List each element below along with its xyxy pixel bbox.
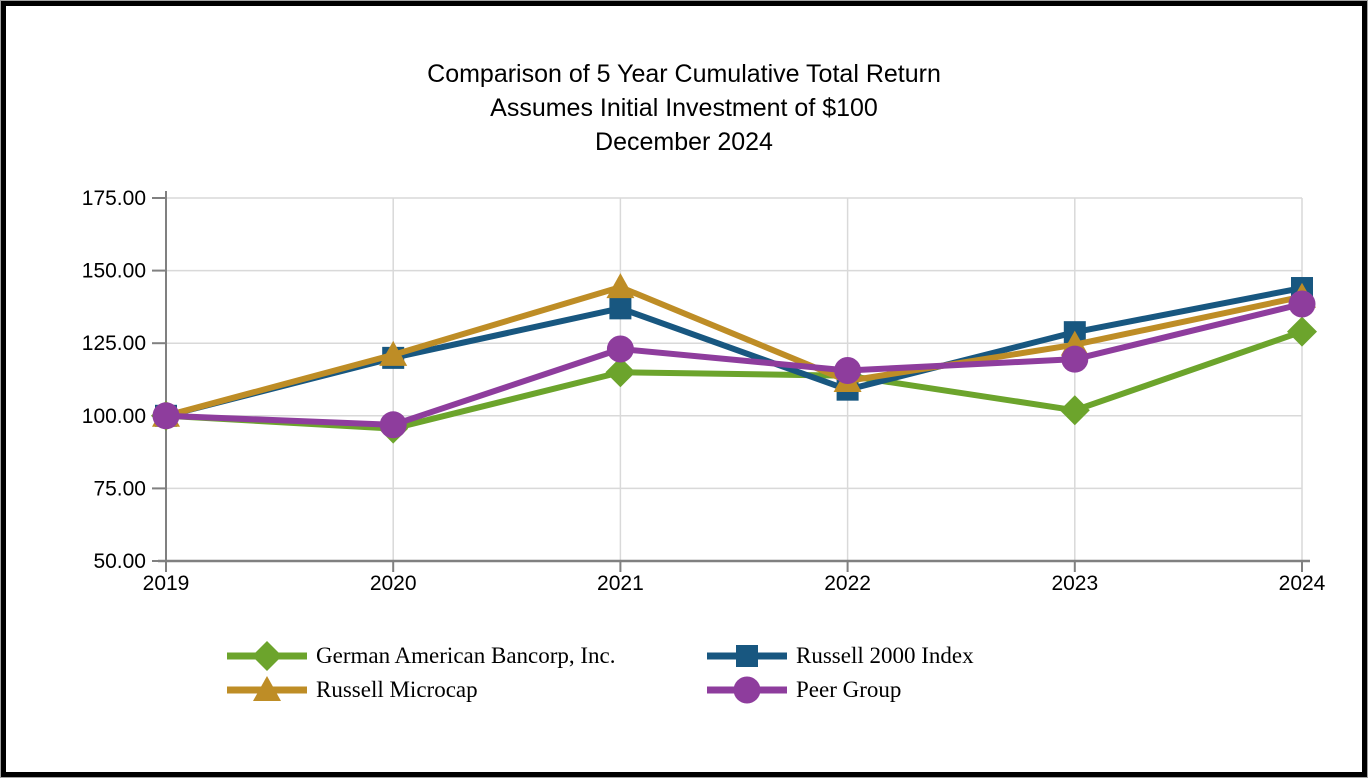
legend-marker-icon	[707, 676, 787, 704]
data-point-marker	[1061, 345, 1089, 373]
legend-marker-sample	[733, 676, 761, 704]
legend-label: German American Bancorp, Inc.	[316, 643, 616, 668]
legend-marker-sample	[252, 641, 282, 671]
chart-subtitle: Assumes Initial Investment of $100	[490, 94, 878, 122]
x-tick-label: 2020	[370, 572, 417, 595]
legend-marker-icon	[227, 641, 307, 671]
legend-label: Peer Group	[796, 677, 902, 702]
y-tick-label: 75.00	[93, 477, 146, 500]
legend-label: Russell 2000 Index	[796, 643, 974, 668]
y-tick-label: 125.00	[82, 332, 146, 355]
data-point-marker	[1059, 395, 1090, 426]
x-tick-label: 2023	[1051, 572, 1098, 595]
data-point-marker	[152, 402, 180, 430]
data-point-marker	[605, 357, 636, 388]
legend-item-0: German American Bancorp, Inc.	[225, 639, 705, 673]
data-point-marker	[609, 297, 632, 320]
y-tick-label: 50.00	[93, 550, 146, 573]
y-tick-label: 150.00	[82, 260, 146, 283]
legend-marker-icon	[707, 645, 787, 667]
legend-marker-icon	[227, 676, 307, 701]
series-line-1	[163, 285, 1305, 419]
y-tick-label: 100.00	[82, 405, 146, 428]
legend-marker-sample	[736, 645, 758, 667]
data-point-marker	[606, 335, 634, 363]
x-tick-label: 2019	[143, 572, 190, 595]
x-tick-label: 2024	[1279, 572, 1326, 595]
data-point-marker	[606, 273, 635, 299]
data-point-marker	[1287, 316, 1317, 347]
y-tick-label: 175.00	[82, 187, 146, 210]
legend-label: Russell Microcap	[316, 677, 478, 702]
chart-title-block: Comparison of 5 Year Cumulative Total Re…	[0, 57, 1368, 159]
chart-legend: German American Bancorp, Inc. Russell 200…	[225, 639, 974, 707]
legend-item-2: Russell Microcap	[225, 673, 705, 707]
data-point-marker	[379, 411, 407, 439]
series-line-3	[163, 300, 1305, 428]
series-line-0	[163, 328, 1305, 432]
x-tick-label: 2021	[597, 572, 644, 595]
legend-item-1: Russell 2000 Index	[705, 639, 974, 673]
legend-marker-sample	[253, 676, 281, 701]
data-point-marker	[379, 340, 408, 366]
chart-title: Comparison of 5 Year Cumulative Total Re…	[427, 60, 941, 88]
data-point-marker	[834, 356, 862, 384]
x-tick-label: 2022	[824, 572, 871, 595]
series-line-2	[163, 284, 1305, 419]
data-point-marker	[1288, 290, 1316, 318]
chart-date-line: December 2024	[595, 128, 773, 156]
legend-item-3: Peer Group	[705, 673, 974, 707]
